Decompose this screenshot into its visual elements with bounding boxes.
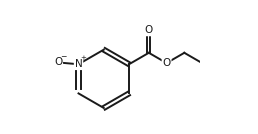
Text: −: −	[60, 52, 66, 61]
Text: O: O	[145, 25, 153, 35]
Text: N: N	[75, 59, 82, 69]
Text: O: O	[163, 58, 171, 68]
Text: +: +	[80, 55, 86, 61]
Text: O: O	[54, 57, 62, 67]
